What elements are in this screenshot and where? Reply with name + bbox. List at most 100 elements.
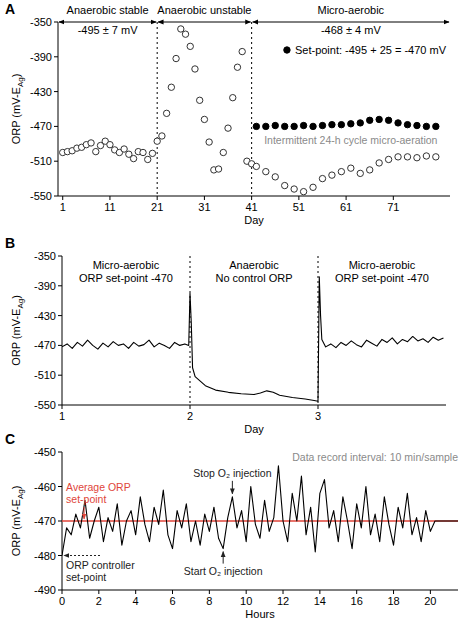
annotation-label: Average ORP xyxy=(66,481,131,493)
data-point xyxy=(88,140,94,146)
x-tick-label: 8 xyxy=(206,595,212,607)
x-tick xyxy=(283,590,284,594)
data-point xyxy=(192,66,198,72)
period-sublabel: ORP set-point -470 xyxy=(335,272,429,284)
panel-label: C xyxy=(5,431,15,447)
data-point xyxy=(376,160,382,166)
x-axis-title: Day xyxy=(244,214,264,226)
data-point xyxy=(130,155,136,161)
y-tick-label: -430 xyxy=(30,86,52,98)
background xyxy=(0,0,474,631)
x-tick-label: 4 xyxy=(133,595,139,607)
y-tick xyxy=(54,91,58,92)
x-tick-label: 2 xyxy=(96,595,102,607)
y-tick xyxy=(58,285,62,286)
figure: A-550-510-470-430-390-350111213141516171… xyxy=(0,0,474,631)
x-tick xyxy=(62,590,63,594)
x-tick xyxy=(393,590,394,594)
annotation-label: set-point xyxy=(66,493,106,505)
y-tick-label: -510 xyxy=(34,369,56,381)
x-tick xyxy=(298,196,299,200)
y-axis-title-part: ) xyxy=(10,295,22,299)
data-point xyxy=(385,156,391,162)
x-tick-label: 0 xyxy=(59,595,65,607)
data-point xyxy=(319,175,325,181)
x-tick xyxy=(246,590,247,594)
data-point xyxy=(230,94,236,100)
y-tick xyxy=(54,56,58,57)
data-point xyxy=(93,148,99,154)
data-point xyxy=(281,182,287,188)
x-tick-label: 61 xyxy=(340,201,352,213)
annotation-arrow xyxy=(84,507,85,519)
y-axis xyxy=(62,256,63,405)
y-tick-label: -510 xyxy=(30,155,52,167)
period-arrow xyxy=(158,22,250,23)
data-point xyxy=(357,170,363,176)
data-point xyxy=(404,154,410,160)
data-point xyxy=(348,121,354,127)
x-tick-label: 41 xyxy=(246,201,258,213)
y-axis-title-part: Ag xyxy=(16,77,25,87)
annotation-label: ORP controller xyxy=(66,559,135,571)
data-point xyxy=(310,184,316,190)
data-point xyxy=(178,26,184,32)
x-tick xyxy=(190,405,191,409)
data-point xyxy=(291,123,297,129)
data-point xyxy=(140,149,146,155)
y-tick xyxy=(58,375,62,376)
period-label: Micro-aerobic xyxy=(349,259,416,271)
data-point xyxy=(263,168,269,174)
annotation-arrow xyxy=(64,555,100,556)
data-point xyxy=(433,123,439,129)
reference-line xyxy=(62,520,458,521)
data-point xyxy=(376,116,382,122)
x-tick xyxy=(172,590,173,594)
data-layer xyxy=(62,466,458,556)
x-axis-title: Day xyxy=(244,423,264,435)
x-tick-label: 12 xyxy=(277,595,289,607)
y-tick xyxy=(58,405,62,406)
data-point xyxy=(253,163,259,169)
y-tick-label: -350 xyxy=(34,250,56,262)
data-point xyxy=(263,123,269,129)
y-tick xyxy=(58,555,62,556)
data-point xyxy=(159,133,165,139)
y-axis-title-part: ORP (mV-E xyxy=(10,499,22,556)
x-axis xyxy=(58,196,450,197)
annotation-arrow xyxy=(232,481,233,494)
x-tick xyxy=(157,196,158,200)
data-point xyxy=(338,168,344,174)
panel-label: A xyxy=(5,1,15,17)
data-point xyxy=(300,188,306,194)
data-layer xyxy=(62,277,443,401)
x-tick xyxy=(356,590,357,594)
panel: C-490-480-470-460-45002468101214161820Ho… xyxy=(5,431,458,620)
annotation-label: Start O₂ injection xyxy=(184,565,263,577)
data-point xyxy=(234,64,240,70)
period-label: Micro-aerobic xyxy=(93,259,160,271)
y-tick-label: -460 xyxy=(34,481,56,493)
data-point xyxy=(253,123,259,129)
y-tick xyxy=(54,22,58,23)
y-tick xyxy=(58,486,62,487)
data-point xyxy=(385,117,391,123)
y-axis-title-part: ORP (mV-E xyxy=(10,87,22,144)
x-axis xyxy=(62,405,446,406)
data-point xyxy=(329,172,335,178)
x-tick xyxy=(62,405,63,409)
data-point xyxy=(414,122,420,128)
y-tick-label: -350 xyxy=(30,16,52,28)
data-point xyxy=(201,116,207,122)
x-tick-label: 18 xyxy=(387,595,399,607)
data-point xyxy=(414,155,420,161)
y-tick-label: -430 xyxy=(34,310,56,322)
period-label: Anaerobic xyxy=(229,259,279,271)
x-tick-label: 51 xyxy=(293,201,305,213)
data-point xyxy=(423,123,429,129)
x-tick xyxy=(204,196,205,200)
y-tick-label: -550 xyxy=(34,399,56,411)
data-point xyxy=(404,121,410,127)
x-tick xyxy=(209,590,210,594)
y-tick xyxy=(54,161,58,162)
